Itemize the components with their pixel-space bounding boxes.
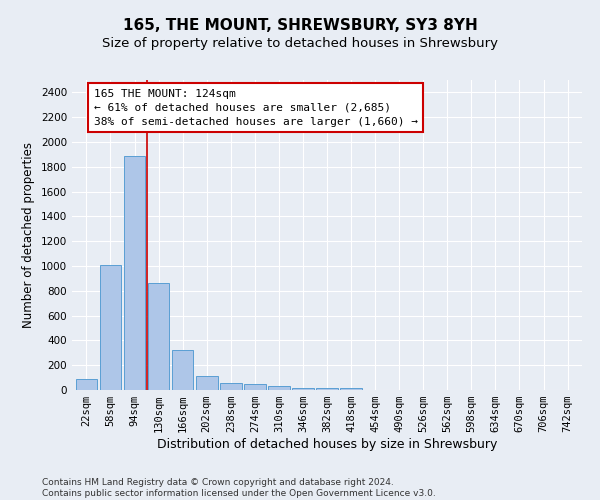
Bar	[148, 284, 169, 390]
Bar	[196, 376, 218, 390]
Bar	[340, 388, 362, 390]
Text: 165, THE MOUNT, SHREWSBURY, SY3 8YH: 165, THE MOUNT, SHREWSBURY, SY3 8YH	[122, 18, 478, 32]
Text: Size of property relative to detached houses in Shrewsbury: Size of property relative to detached ho…	[102, 38, 498, 51]
X-axis label: Distribution of detached houses by size in Shrewsbury: Distribution of detached houses by size …	[157, 438, 497, 451]
Bar	[268, 386, 290, 390]
Bar	[220, 383, 242, 390]
Bar	[100, 265, 121, 390]
Bar	[244, 384, 266, 390]
Bar	[172, 350, 193, 390]
Y-axis label: Number of detached properties: Number of detached properties	[22, 142, 35, 328]
Bar	[124, 156, 145, 390]
Bar	[292, 388, 314, 390]
Text: Contains HM Land Registry data © Crown copyright and database right 2024.
Contai: Contains HM Land Registry data © Crown c…	[42, 478, 436, 498]
Bar	[316, 388, 338, 390]
Text: 165 THE MOUNT: 124sqm
← 61% of detached houses are smaller (2,685)
38% of semi-d: 165 THE MOUNT: 124sqm ← 61% of detached …	[94, 88, 418, 126]
Bar	[76, 379, 97, 390]
